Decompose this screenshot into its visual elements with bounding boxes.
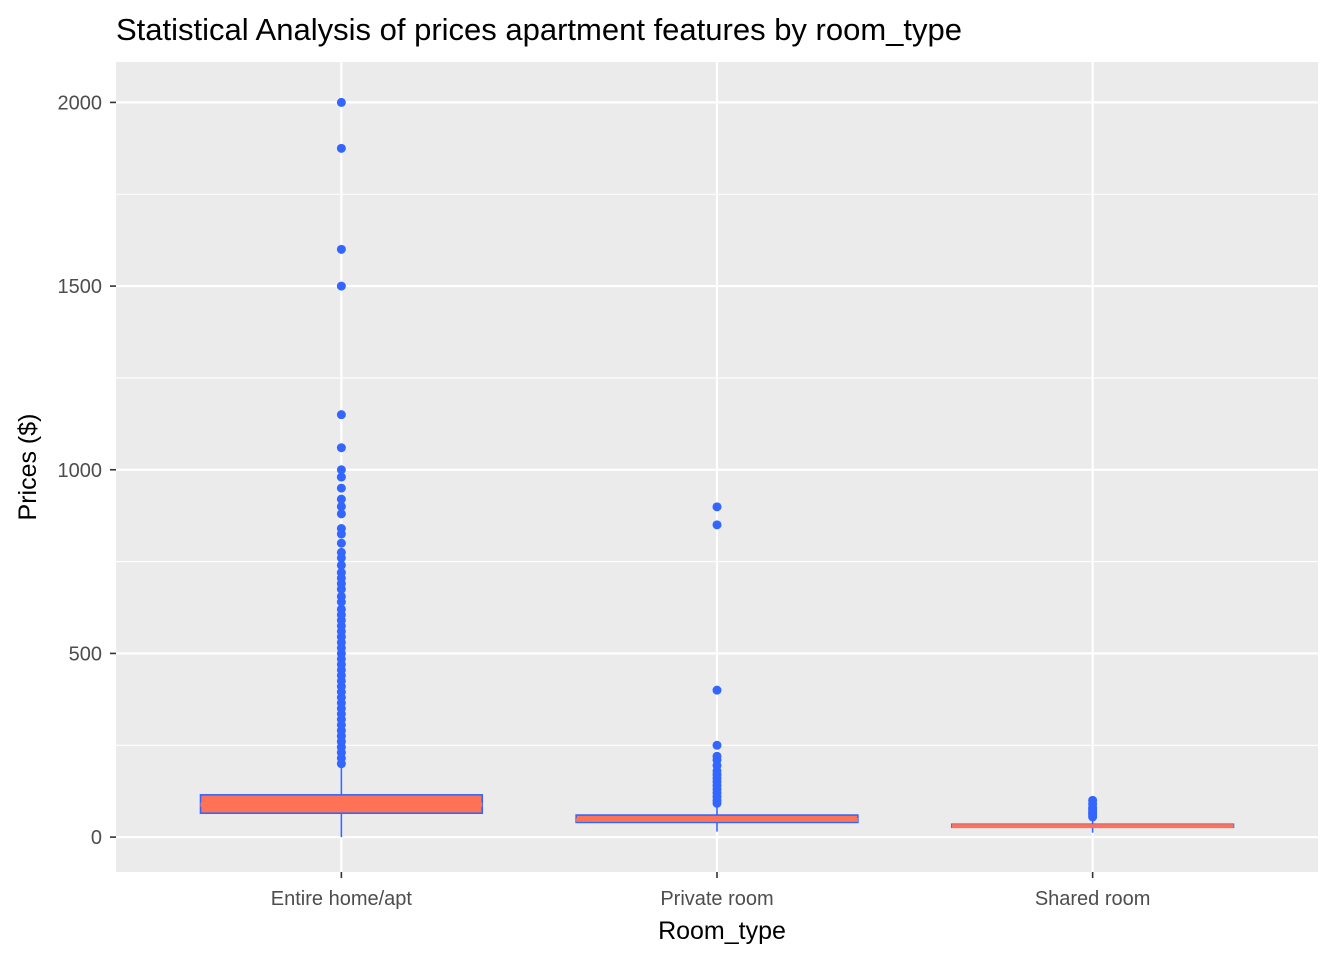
x-axis-title: Room_type xyxy=(658,917,786,945)
outlier-point xyxy=(336,143,346,153)
y-tick-label: 0 xyxy=(91,827,102,849)
axis-layer: 0 500 1000 1500 2000 Entire home/apt Private r… xyxy=(58,92,1151,910)
outlier-point xyxy=(712,502,722,512)
outlier-point xyxy=(336,509,346,519)
outlier-point xyxy=(336,538,346,548)
box-private-room xyxy=(575,804,859,832)
outlier-point xyxy=(336,604,346,614)
outlier-point xyxy=(336,483,346,493)
outlier-point xyxy=(1088,795,1098,805)
chart-title: Statistical Analysis of prices apartment… xyxy=(116,12,962,47)
outlier-point xyxy=(336,560,346,570)
outlier-point xyxy=(712,520,722,530)
outlier-point xyxy=(336,524,346,534)
outlier-point xyxy=(712,740,722,750)
outlier-point xyxy=(336,244,346,254)
outlier-point xyxy=(336,410,346,420)
box-entire-home-apt xyxy=(199,767,484,838)
outlier-point xyxy=(336,472,346,482)
outlier-layer xyxy=(336,97,1098,822)
outlier-point xyxy=(336,97,346,107)
y-tick-label: 1000 xyxy=(58,460,103,482)
box-shared-room xyxy=(950,819,1235,833)
y-tick-label: 1500 xyxy=(58,276,103,298)
box-layer xyxy=(199,767,1235,838)
outlier-point xyxy=(336,494,346,504)
x-tick-label: Private room xyxy=(660,888,773,910)
outlier-point xyxy=(712,751,722,761)
y-axis-title: Prices ($) xyxy=(14,414,42,521)
outlier-point xyxy=(336,443,346,453)
x-tick-label: Entire home/apt xyxy=(271,888,413,910)
y-tick-label: 2000 xyxy=(58,92,103,114)
outlier-point xyxy=(336,568,346,578)
x-tick-label: Shared room xyxy=(1035,888,1151,910)
outlier-point xyxy=(712,685,722,695)
y-tick-label: 500 xyxy=(69,643,102,665)
outlier-point xyxy=(336,547,346,557)
outlier-point xyxy=(336,591,346,601)
outlier-point xyxy=(336,465,346,475)
outlier-point xyxy=(336,281,346,291)
outlier-point xyxy=(336,501,346,511)
